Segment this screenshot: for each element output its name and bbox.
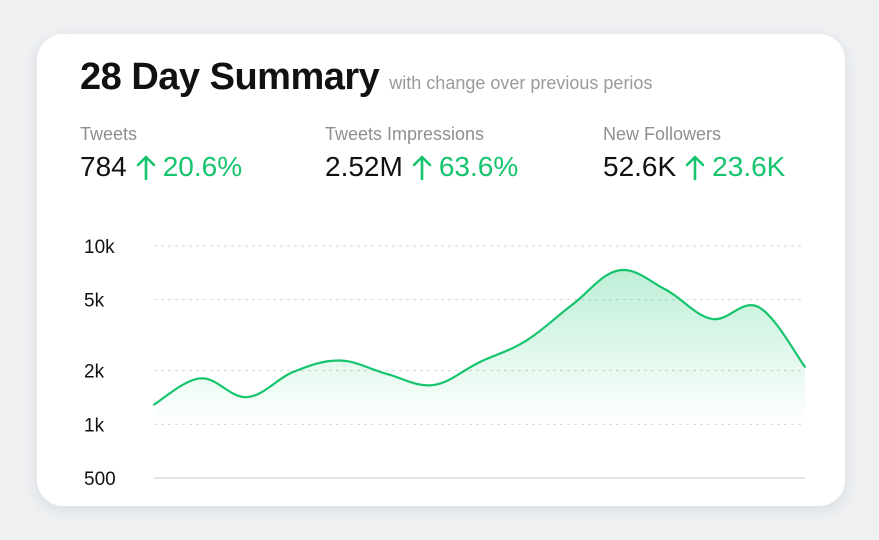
data-point — [525, 339, 527, 342]
stat-value: 784 — [80, 151, 127, 182]
y-tick-label: 500 — [84, 469, 116, 490]
data-point — [478, 361, 481, 364]
stat-label: Tweets Impressions — [325, 124, 485, 144]
stat-value: 52.6K — [603, 151, 677, 182]
data-point — [292, 370, 295, 373]
y-tick-label: 1k — [84, 415, 105, 436]
summary-card: 28 Day Summary with change over previous… — [37, 34, 845, 506]
header: 28 Day Summary with change over previous… — [80, 56, 652, 99]
arrow-up-icon — [685, 155, 705, 181]
area-fill — [154, 270, 805, 425]
stat-tweets: Tweets 784 20.6% — [80, 122, 242, 184]
data-point — [571, 303, 574, 306]
stat-label: Tweets — [80, 124, 138, 144]
data-point — [711, 317, 713, 320]
stat-new-followers: New Followers 52.6K 23.6K — [603, 122, 785, 184]
arrow-up-icon — [136, 155, 156, 181]
stat-label: New Followers — [603, 124, 722, 144]
data-point — [618, 269, 620, 272]
page-subtitle: with change over previous perios — [389, 73, 653, 93]
stat-change: 20.6% — [162, 151, 243, 182]
area-layer — [153, 268, 806, 425]
data-point — [385, 372, 388, 375]
stat-change: 63.6% — [438, 151, 519, 182]
data-point — [246, 396, 248, 399]
data-point — [664, 288, 667, 291]
y-axis: 10k 5k 2k 1k 500 — [84, 237, 116, 490]
stat-tweets-impressions: Tweets Impressions 2.52M 63.6% — [325, 122, 518, 184]
data-point — [199, 377, 202, 380]
data-point — [804, 365, 806, 368]
data-point — [432, 384, 434, 387]
y-tick-label: 10k — [84, 237, 115, 258]
grid — [154, 245, 805, 479]
page-title: 28 Day Summary — [80, 56, 380, 98]
arrow-up-icon — [412, 155, 432, 181]
stat-change: 23.6K — [712, 151, 786, 182]
data-point — [757, 305, 760, 308]
data-point — [339, 359, 341, 362]
data-point — [153, 403, 155, 406]
stat-value: 2.52M — [325, 151, 403, 182]
y-tick-label: 2k — [84, 362, 105, 383]
y-tick-label: 5k — [84, 291, 105, 312]
